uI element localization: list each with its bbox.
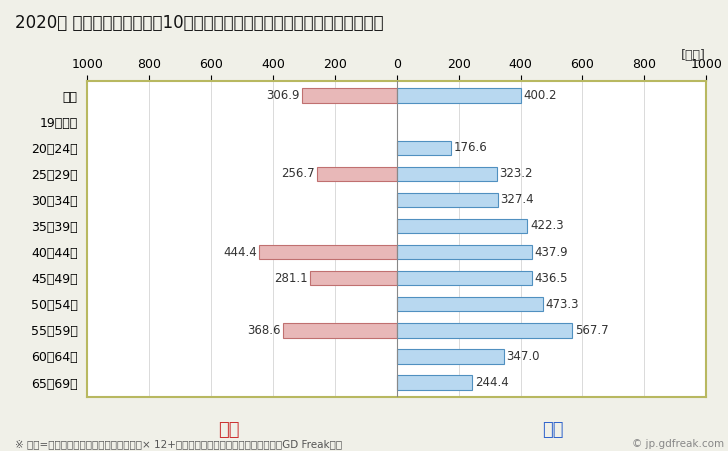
Text: 567.7: 567.7 [575,324,609,337]
Text: © jp.gdfreak.com: © jp.gdfreak.com [632,439,724,449]
Bar [317,166,397,181]
Bar [397,88,521,103]
Text: 422.3: 422.3 [530,220,563,232]
Text: 256.7: 256.7 [281,167,315,180]
Bar [397,297,543,312]
Bar [397,219,527,233]
Bar [310,271,397,285]
Text: [万円]: [万円] [681,49,706,62]
Text: 347.0: 347.0 [507,350,540,363]
Text: 473.3: 473.3 [546,298,579,311]
Text: 436.5: 436.5 [534,272,568,285]
Bar [397,323,572,337]
Bar [259,245,397,259]
Text: 306.9: 306.9 [266,89,299,102]
Text: 女性: 女性 [218,421,240,439]
Text: 2020年 民間企業（従業者数10人以上）フルタイム労働者の男女別平均年収: 2020年 民間企業（従業者数10人以上）フルタイム労働者の男女別平均年収 [15,14,383,32]
Bar [397,245,532,259]
Text: 400.2: 400.2 [523,89,557,102]
Bar [397,375,472,390]
Bar [397,166,496,181]
Bar [282,323,397,337]
Text: 437.9: 437.9 [535,246,569,258]
Text: 男性: 男性 [542,421,564,439]
Bar [397,271,532,285]
Bar [397,193,498,207]
Text: 176.6: 176.6 [454,141,488,154]
Text: 281.1: 281.1 [274,272,307,285]
Text: 244.4: 244.4 [475,376,509,389]
Bar [397,141,451,155]
Text: 444.4: 444.4 [223,246,257,258]
Text: 368.6: 368.6 [247,324,280,337]
Bar [397,349,504,364]
Text: ※ 年収=「きまって支給する現金給与額」× 12+「年間賞与その他特別給与額」としてGD Freak推計: ※ 年収=「きまって支給する現金給与額」× 12+「年間賞与その他特別給与額」と… [15,439,341,449]
Bar [302,88,397,103]
Text: 327.4: 327.4 [501,193,534,207]
Text: 323.2: 323.2 [499,167,533,180]
